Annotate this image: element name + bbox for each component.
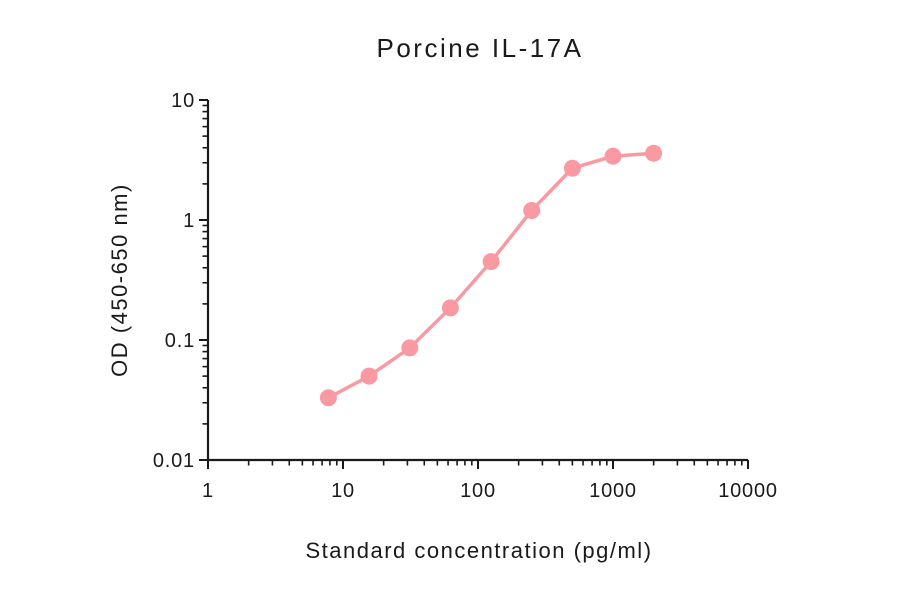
data-point-marker [604, 147, 622, 165]
x-tick-label: 10000 [718, 480, 778, 502]
standard-curve-line [326, 151, 656, 400]
x-tick-label: 1000 [589, 480, 637, 502]
data-point-marker [523, 202, 541, 219]
data-point-marker [645, 144, 663, 162]
y-tick-label: 1 [183, 210, 195, 232]
x-tick-label: 100 [460, 480, 496, 502]
data-point-marker [319, 389, 337, 407]
y-axis-label: OD (450-650 nm) [107, 183, 132, 377]
y-tick-label: 10 [171, 90, 195, 112]
chart-title: Porcine IL-17A [377, 33, 584, 63]
x-tick-label: 1 [202, 480, 214, 502]
y-tick-label: 0.01 [153, 450, 195, 472]
data-point-marker [401, 339, 419, 357]
axes-layer: 1 10 100 1000 10000 0.01 0.1 1 10 [153, 90, 778, 502]
y-tick-label: 0.1 [165, 330, 195, 352]
data-point-marker [360, 367, 378, 385]
data-point-marker [441, 299, 459, 317]
data-point-marker [482, 253, 500, 271]
data-point-marker [563, 159, 581, 177]
data-series-layer [319, 144, 663, 407]
x-axis-label: Standard concentration (pg/ml) [305, 538, 652, 563]
x-tick-label: 10 [331, 480, 355, 502]
